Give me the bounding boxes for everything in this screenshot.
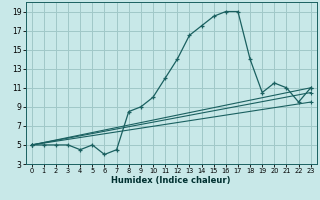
X-axis label: Humidex (Indice chaleur): Humidex (Indice chaleur) [111, 176, 231, 185]
